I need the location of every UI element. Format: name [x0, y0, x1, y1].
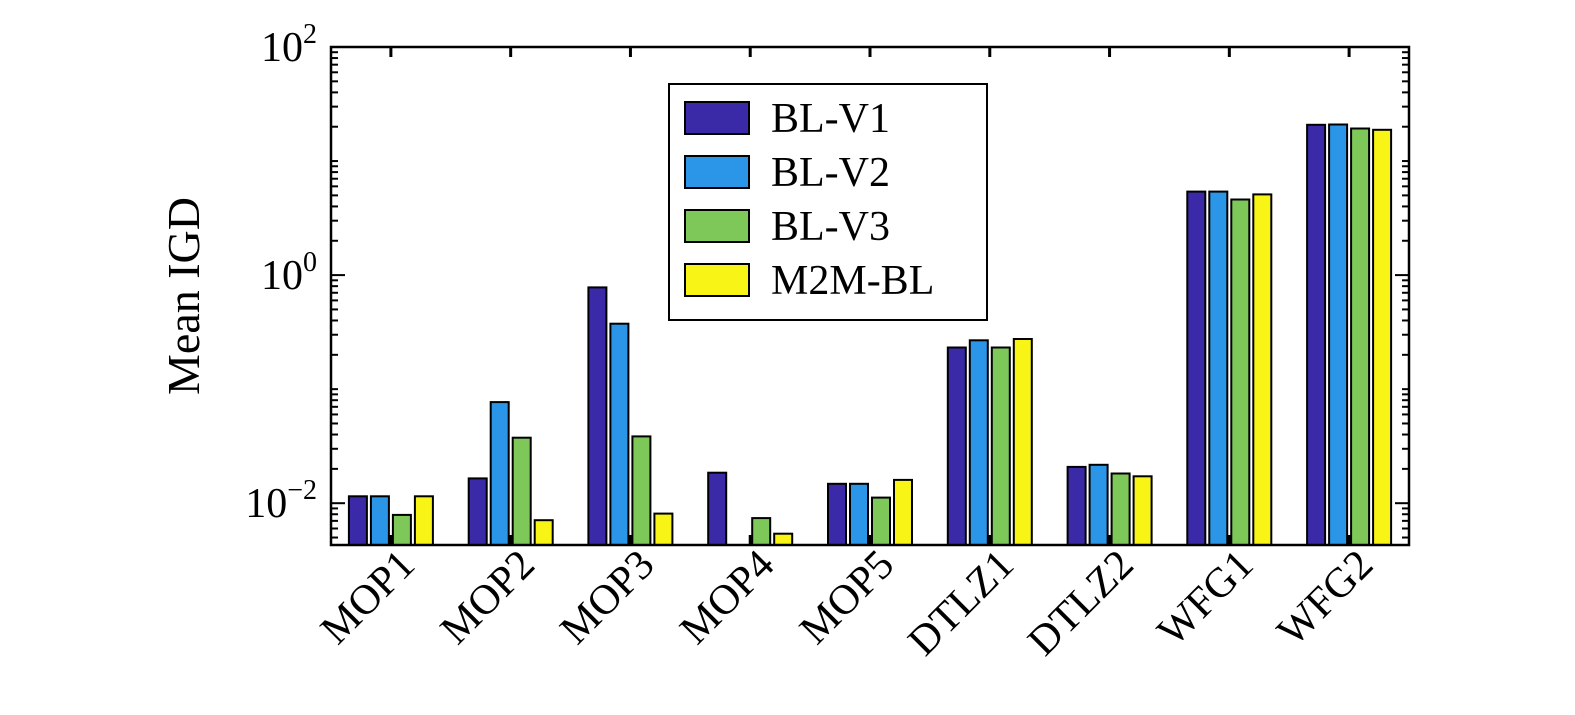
legend-swatch-bl-v3 [684, 209, 750, 243]
bar-mop4-m2m-bl [773, 532, 794, 547]
bar-mop5-bl-v2 [849, 482, 869, 546]
x-tick-label-dtlz1: DTLZ1 [900, 542, 1023, 665]
bar-mop5-bl-v3 [871, 496, 891, 547]
bar-mop1-m2m-bl [413, 495, 434, 546]
x-tick-label-mop4: MOP4 [672, 542, 784, 654]
legend-swatch-m2m-bl [684, 263, 750, 297]
y-tick-labels: 10−2 100 102 [245, 19, 317, 527]
bar-dtlz1-bl-v1 [946, 346, 967, 546]
bar-mop2-bl-v1 [467, 477, 488, 546]
bar-mop2-bl-v2 [489, 401, 510, 546]
x-tick-label-dtlz2: DTLZ2 [1019, 542, 1142, 665]
legend-label-bl-v1: BL-V1 [771, 96, 890, 142]
bar-dtlz1-bl-v2 [968, 339, 989, 546]
bar-dtlz1-m2m-bl [1012, 338, 1033, 546]
y-axis-label: Mean IGD [158, 197, 209, 395]
y-tick-label: 102 [261, 19, 317, 71]
bar-wfg1-bl-v3 [1230, 198, 1251, 546]
bar-wfg2-m2m-bl [1372, 128, 1393, 547]
bar-wfg1-m2m-bl [1252, 193, 1273, 546]
bar-mop1-bl-v3 [391, 513, 412, 547]
y-tick-label: 100 [261, 247, 317, 299]
bar-dtlz2-bl-v3 [1110, 472, 1131, 546]
bar-mop5-m2m-bl [893, 478, 913, 546]
bar-mop3-m2m-bl [653, 512, 674, 546]
legend-label-bl-v2: BL-V2 [771, 150, 890, 196]
x-tick-label-mop2: MOP2 [432, 542, 544, 654]
x-tick-label-wfg2: WFG2 [1269, 542, 1382, 655]
bar-wfg2-bl-v3 [1350, 127, 1371, 546]
bar-mop2-m2m-bl [533, 519, 554, 547]
bar-mop3-bl-v1 [587, 286, 608, 546]
bar-dtlz1-bl-v3 [990, 346, 1011, 546]
bar-wfg1-bl-v1 [1186, 190, 1207, 546]
bar-wfg2-bl-v1 [1306, 123, 1327, 547]
legend-swatch-bl-v1 [684, 101, 750, 135]
legend: BL-V1 BL-V2 BL-V3 M2M-BL [668, 83, 988, 321]
x-tick-label-mop1: MOP1 [312, 542, 424, 654]
bar-mop5-bl-v1 [827, 482, 847, 546]
bar-mop2-bl-v3 [511, 436, 532, 547]
bar-mop1-bl-v2 [369, 495, 390, 546]
plot-frame [329, 45, 1411, 547]
legend-swatch-bl-v2 [684, 155, 750, 189]
bar-mop4-bl-v3 [751, 517, 772, 546]
bar-wfg1-bl-v2 [1208, 190, 1229, 546]
bar-dtlz2-bl-v1 [1066, 465, 1087, 546]
bars-layer [347, 123, 1393, 547]
x-tick-label-mop5: MOP5 [791, 542, 903, 654]
x-tick-label-mop3: MOP3 [552, 542, 664, 654]
y-tick-label: 10−2 [245, 475, 317, 527]
bar-mop1-bl-v1 [347, 495, 368, 546]
bar-wfg2-bl-v2 [1328, 123, 1349, 546]
x-tick-label-wfg1: WFG1 [1149, 542, 1262, 655]
bar-mop4-bl-v1 [707, 471, 728, 547]
bar-mop3-bl-v2 [609, 322, 630, 547]
bar-mop3-bl-v3 [631, 435, 652, 546]
bar-dtlz2-m2m-bl [1132, 475, 1153, 546]
legend-label-m2m-bl: M2M-BL [771, 258, 934, 304]
legend-label-bl-v3: BL-V3 [771, 204, 890, 250]
bar-dtlz2-bl-v2 [1088, 463, 1109, 546]
